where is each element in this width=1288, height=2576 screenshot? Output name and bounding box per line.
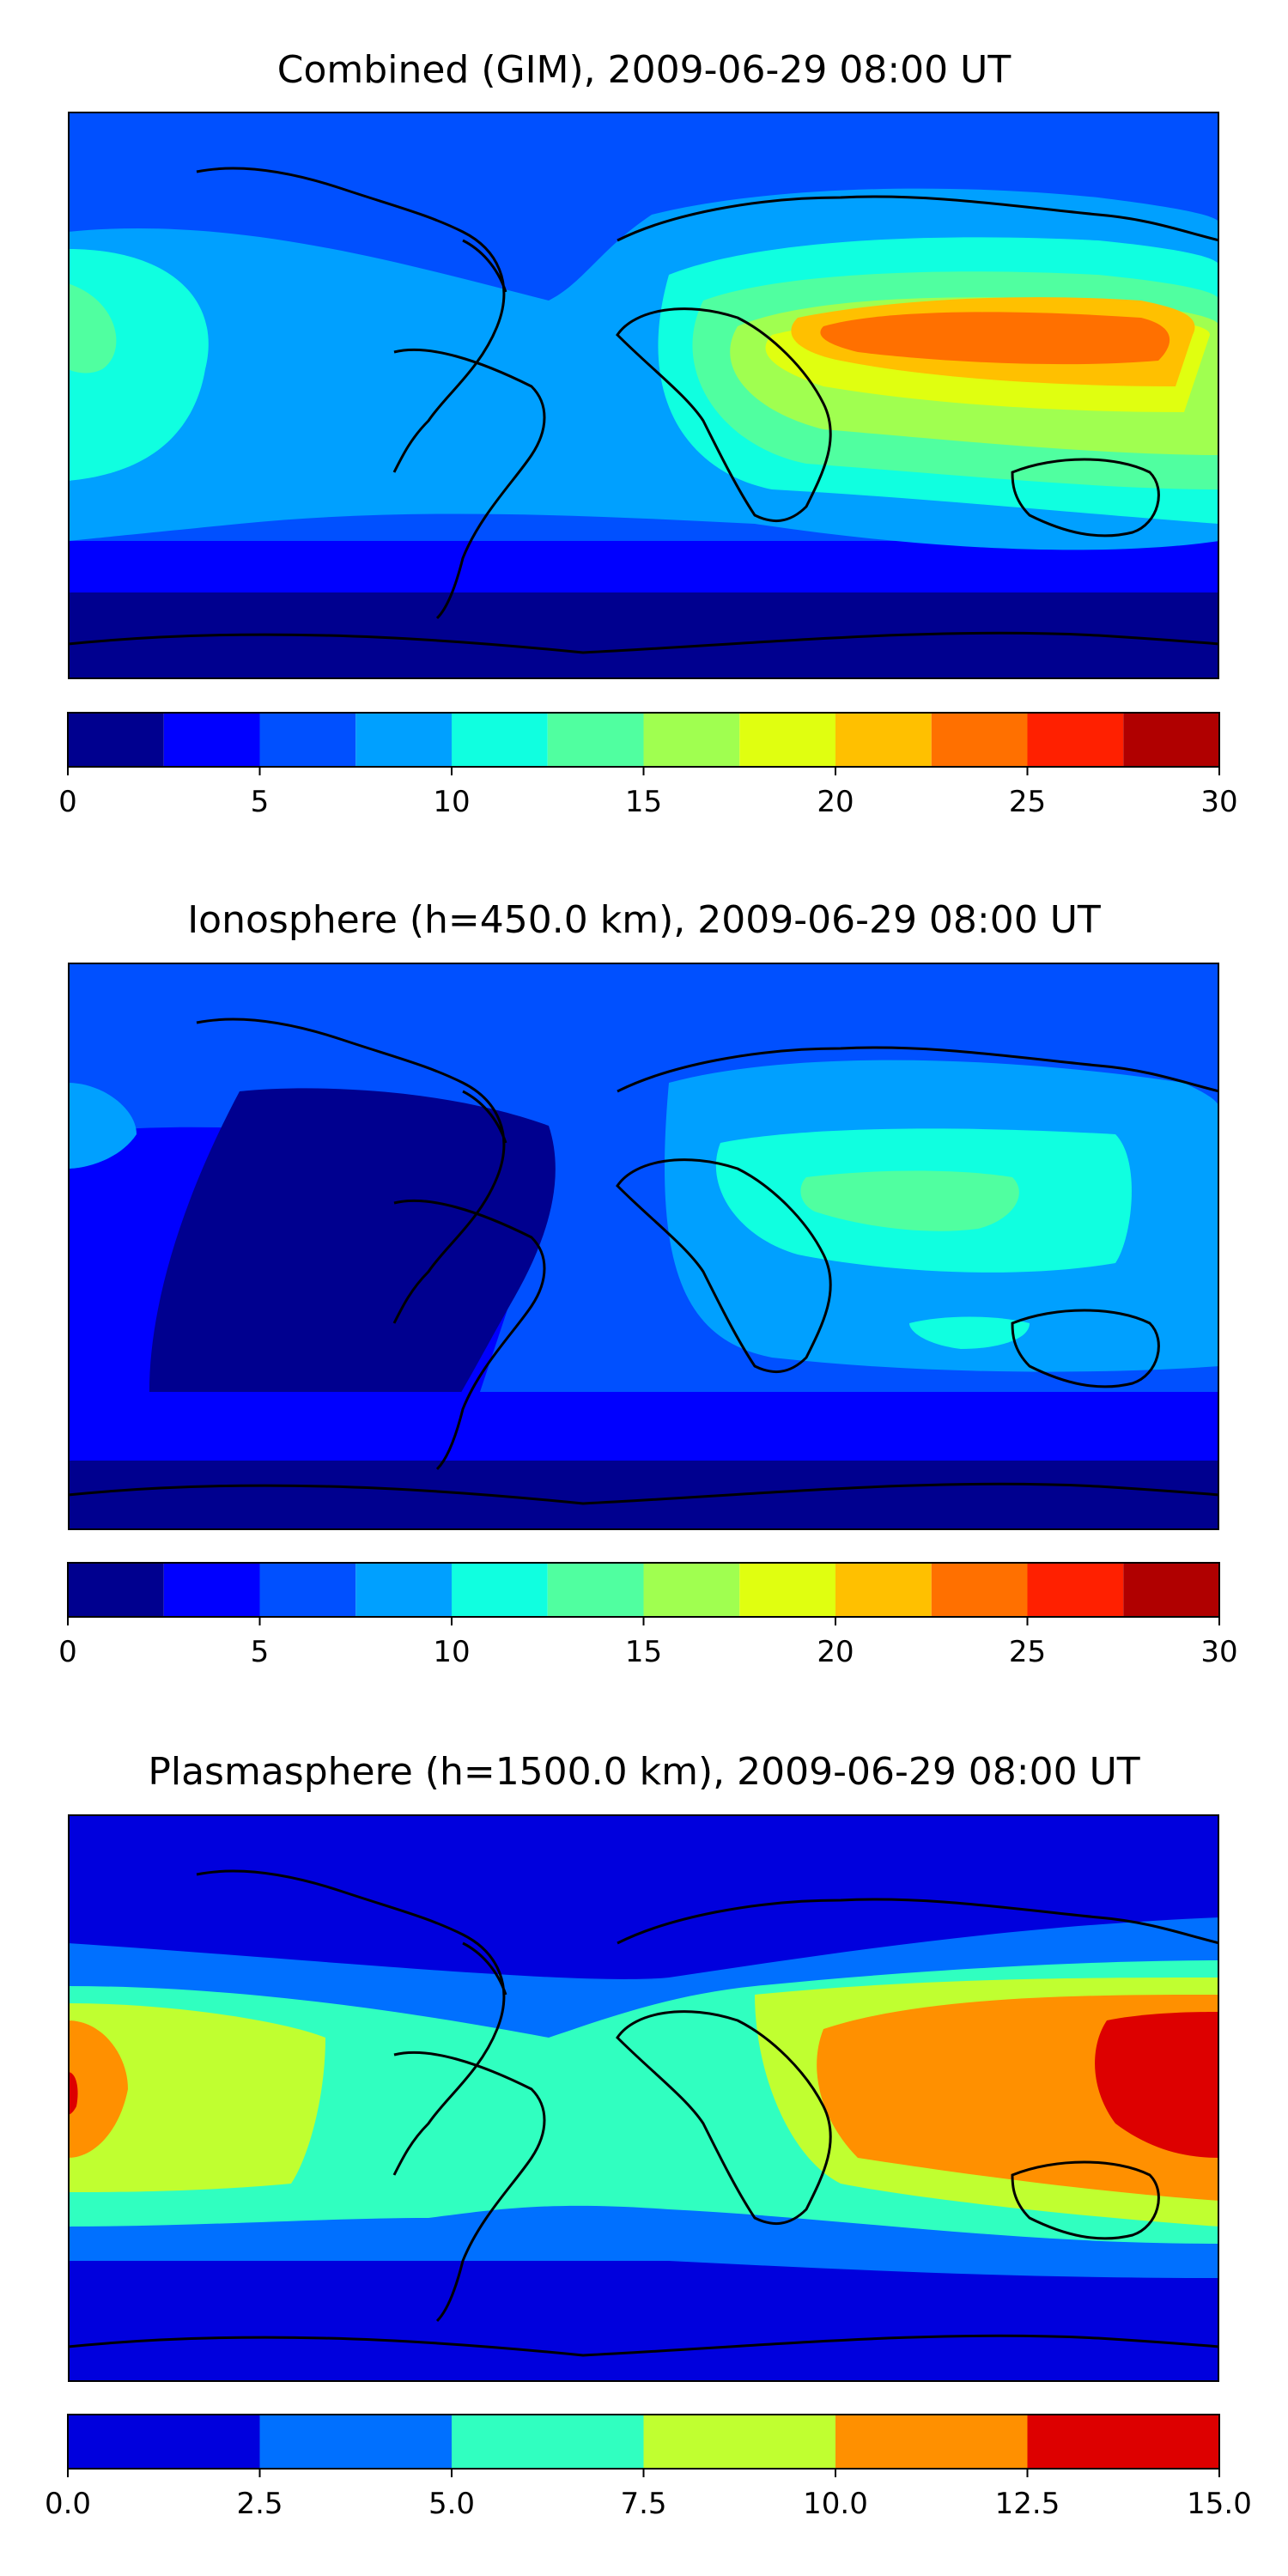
panel-title-ionosphere: Ionosphere (h=450.0 km), 2009-06-29 08:0… <box>187 898 1101 942</box>
fill-level-10-12.5 <box>909 1316 1030 1349</box>
colorbar-swatch <box>452 2415 644 2469</box>
colorbar-tick-label: 5 <box>251 785 270 819</box>
colorbar-tick-label: 15.0 <box>1187 2487 1252 2521</box>
colorbar-swatch <box>259 1563 356 1617</box>
fill-level-12.5-15 <box>68 2072 78 2115</box>
colorbar-swatch <box>68 1563 164 1617</box>
colorbar-plasmasphere: 0.0 2.5 5.0 7.5 10.0 12.5 15.0 <box>45 2414 1252 2521</box>
colorbar-tick-label: 12.5 <box>995 2487 1060 2521</box>
colorbar-tick-label: 10 <box>433 1635 470 1669</box>
colorbar-swatch <box>739 713 835 767</box>
coastlines <box>68 167 1219 654</box>
fill-level-0-2.5 <box>68 1461 1219 1530</box>
colorbar-tick-label: 30 <box>1200 785 1237 819</box>
colorbar-tick-label: 15 <box>625 785 662 819</box>
colorbar-swatch <box>68 713 164 767</box>
colorbar-tick-label: 5 <box>251 1635 270 1669</box>
colorbar-ionosphere: 0 5 10 15 20 25 30 <box>58 1562 1238 1669</box>
colorbar-tick-label: 0.0 <box>45 2487 91 2521</box>
colorbar-swatch <box>1027 2415 1219 2469</box>
fill-level-12.5-15 <box>68 283 117 374</box>
colorbar-swatch <box>259 2415 452 2469</box>
fill-level-0-2.5 <box>149 1088 556 1443</box>
colorbar-swatch <box>259 713 356 767</box>
colorbar-swatch <box>163 1563 260 1617</box>
colorbar-tick-label: 0 <box>58 1635 77 1669</box>
colorbar-tick-label: 15 <box>625 1635 662 1669</box>
colorbar-swatch <box>163 713 260 767</box>
colorbar-swatch <box>547 713 644 767</box>
colorbar-swatch <box>68 2415 260 2469</box>
panel-title-plasmasphere: Plasmasphere (h=1500.0 km), 2009-06-29 0… <box>148 1750 1140 1794</box>
colorbar-swatch <box>643 2415 835 2469</box>
panel-title-combined: Combined (GIM), 2009-06-29 08:00 UT <box>276 48 1012 92</box>
coastlines <box>68 1018 1219 1505</box>
colorbar-swatch <box>1027 1563 1124 1617</box>
colorbar-swatch <box>355 1563 452 1617</box>
colorbar-tick-label: 25 <box>1009 1635 1046 1669</box>
colorbar-tick-label: 0 <box>58 785 77 819</box>
colorbar-tick-label: 30 <box>1200 1635 1237 1669</box>
colorbar-swatch <box>547 1563 644 1617</box>
map-frame <box>68 963 1219 1530</box>
colorbar-swatch <box>452 713 548 767</box>
colorbar-swatch <box>739 1563 835 1617</box>
fill-level-12.5-15 <box>1095 2012 1219 2158</box>
map-plasmasphere <box>68 1814 1219 2382</box>
colorbar-swatch <box>931 1563 1028 1617</box>
fill-level-12.5-15 <box>800 1170 1019 1231</box>
colorbar-tick-label: 5.0 <box>428 2487 475 2521</box>
map-combined <box>68 112 1219 679</box>
colorbar-tick-label: 7.5 <box>620 2487 666 2521</box>
colorbar-tick-label: 2.5 <box>236 2487 283 2521</box>
colorbar-tick-label: 10.0 <box>803 2487 868 2521</box>
colorbar-swatch <box>835 1563 932 1617</box>
map-frame <box>68 1814 1219 2382</box>
map-frame <box>68 112 1219 679</box>
fill-level-7.5-10 <box>68 2003 325 2192</box>
colorbar-swatch <box>1123 713 1219 767</box>
colorbar-tick-label: 10 <box>433 785 470 819</box>
colorbar-tick-label: 20 <box>817 785 854 819</box>
colorbar-tick-label: 20 <box>817 1635 854 1669</box>
map-ionosphere <box>68 963 1219 1530</box>
colorbar-swatch <box>452 1563 548 1617</box>
colorbar-tick-label: 25 <box>1009 785 1046 819</box>
colorbar-swatch <box>1027 713 1124 767</box>
colorbar-swatch <box>835 2415 1028 2469</box>
fill-level-7.5-10 <box>68 1083 137 1169</box>
colorbar-swatch <box>931 713 1028 767</box>
fill-level-22.5-25 <box>820 312 1170 365</box>
colorbar-swatch <box>1123 1563 1219 1617</box>
colorbar-combined: 0 5 10 15 20 25 30 <box>58 712 1238 819</box>
colorbar-swatch <box>835 713 932 767</box>
colorbar-swatch <box>643 713 740 767</box>
coastlines <box>68 1869 1219 2357</box>
colorbar-swatch <box>355 713 452 767</box>
fill-level-10-12.5 <box>68 2020 128 2158</box>
colorbar-swatch <box>643 1563 740 1617</box>
